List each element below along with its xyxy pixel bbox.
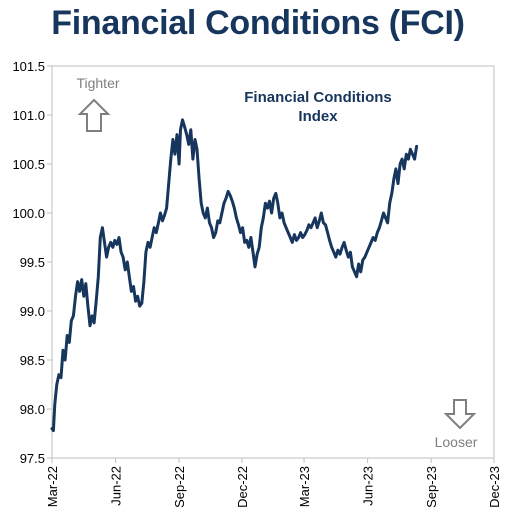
series-label-line-2: Index xyxy=(298,108,338,125)
y-tick-label: 100.0 xyxy=(12,206,45,221)
fci-series-line xyxy=(50,118,419,433)
y-tick-label: 101.5 xyxy=(12,59,45,74)
tighter-label: Tighter xyxy=(76,75,119,91)
x-axis: Mar-22 Jun-22 Sep-22 Dec-22 Mar-23 Jun-23 Sep-… xyxy=(45,458,502,508)
y-tick-label: 101.0 xyxy=(12,108,45,123)
arrow-down-icon xyxy=(443,399,477,430)
y-tick-label: 98.5 xyxy=(20,353,45,368)
y-axis: 97.5 98.0 98.5 99.0 99.5 100.0 100.5 101.0 101.5 xyxy=(12,59,52,466)
chart-title: Financial Conditions (FCI) xyxy=(51,4,465,42)
x-tick-label: Dec-22 xyxy=(235,466,250,508)
x-tick-label: Mar-22 xyxy=(45,466,60,507)
x-tick-label: Jun-22 xyxy=(109,466,124,506)
y-tick-label: 97.5 xyxy=(20,451,45,466)
arrow-up-icon xyxy=(77,98,111,132)
series-label-line-1: Financial Conditions xyxy=(244,89,392,106)
y-tick-label: 98.0 xyxy=(20,402,45,417)
x-tick-label: Sep-23 xyxy=(424,466,439,508)
y-tick-label: 100.5 xyxy=(12,157,45,172)
series-layer xyxy=(50,118,419,433)
y-tick-label: 99.0 xyxy=(20,304,45,319)
looser-label: Looser xyxy=(435,434,478,450)
x-tick-label: Dec-23 xyxy=(487,466,502,508)
x-tick-label: Sep-22 xyxy=(172,466,187,508)
plot-area-frame xyxy=(51,65,495,459)
x-tick-label: Mar-23 xyxy=(297,466,312,507)
y-tick-label: 99.5 xyxy=(20,255,45,270)
x-tick-label: Jun-23 xyxy=(361,466,376,506)
